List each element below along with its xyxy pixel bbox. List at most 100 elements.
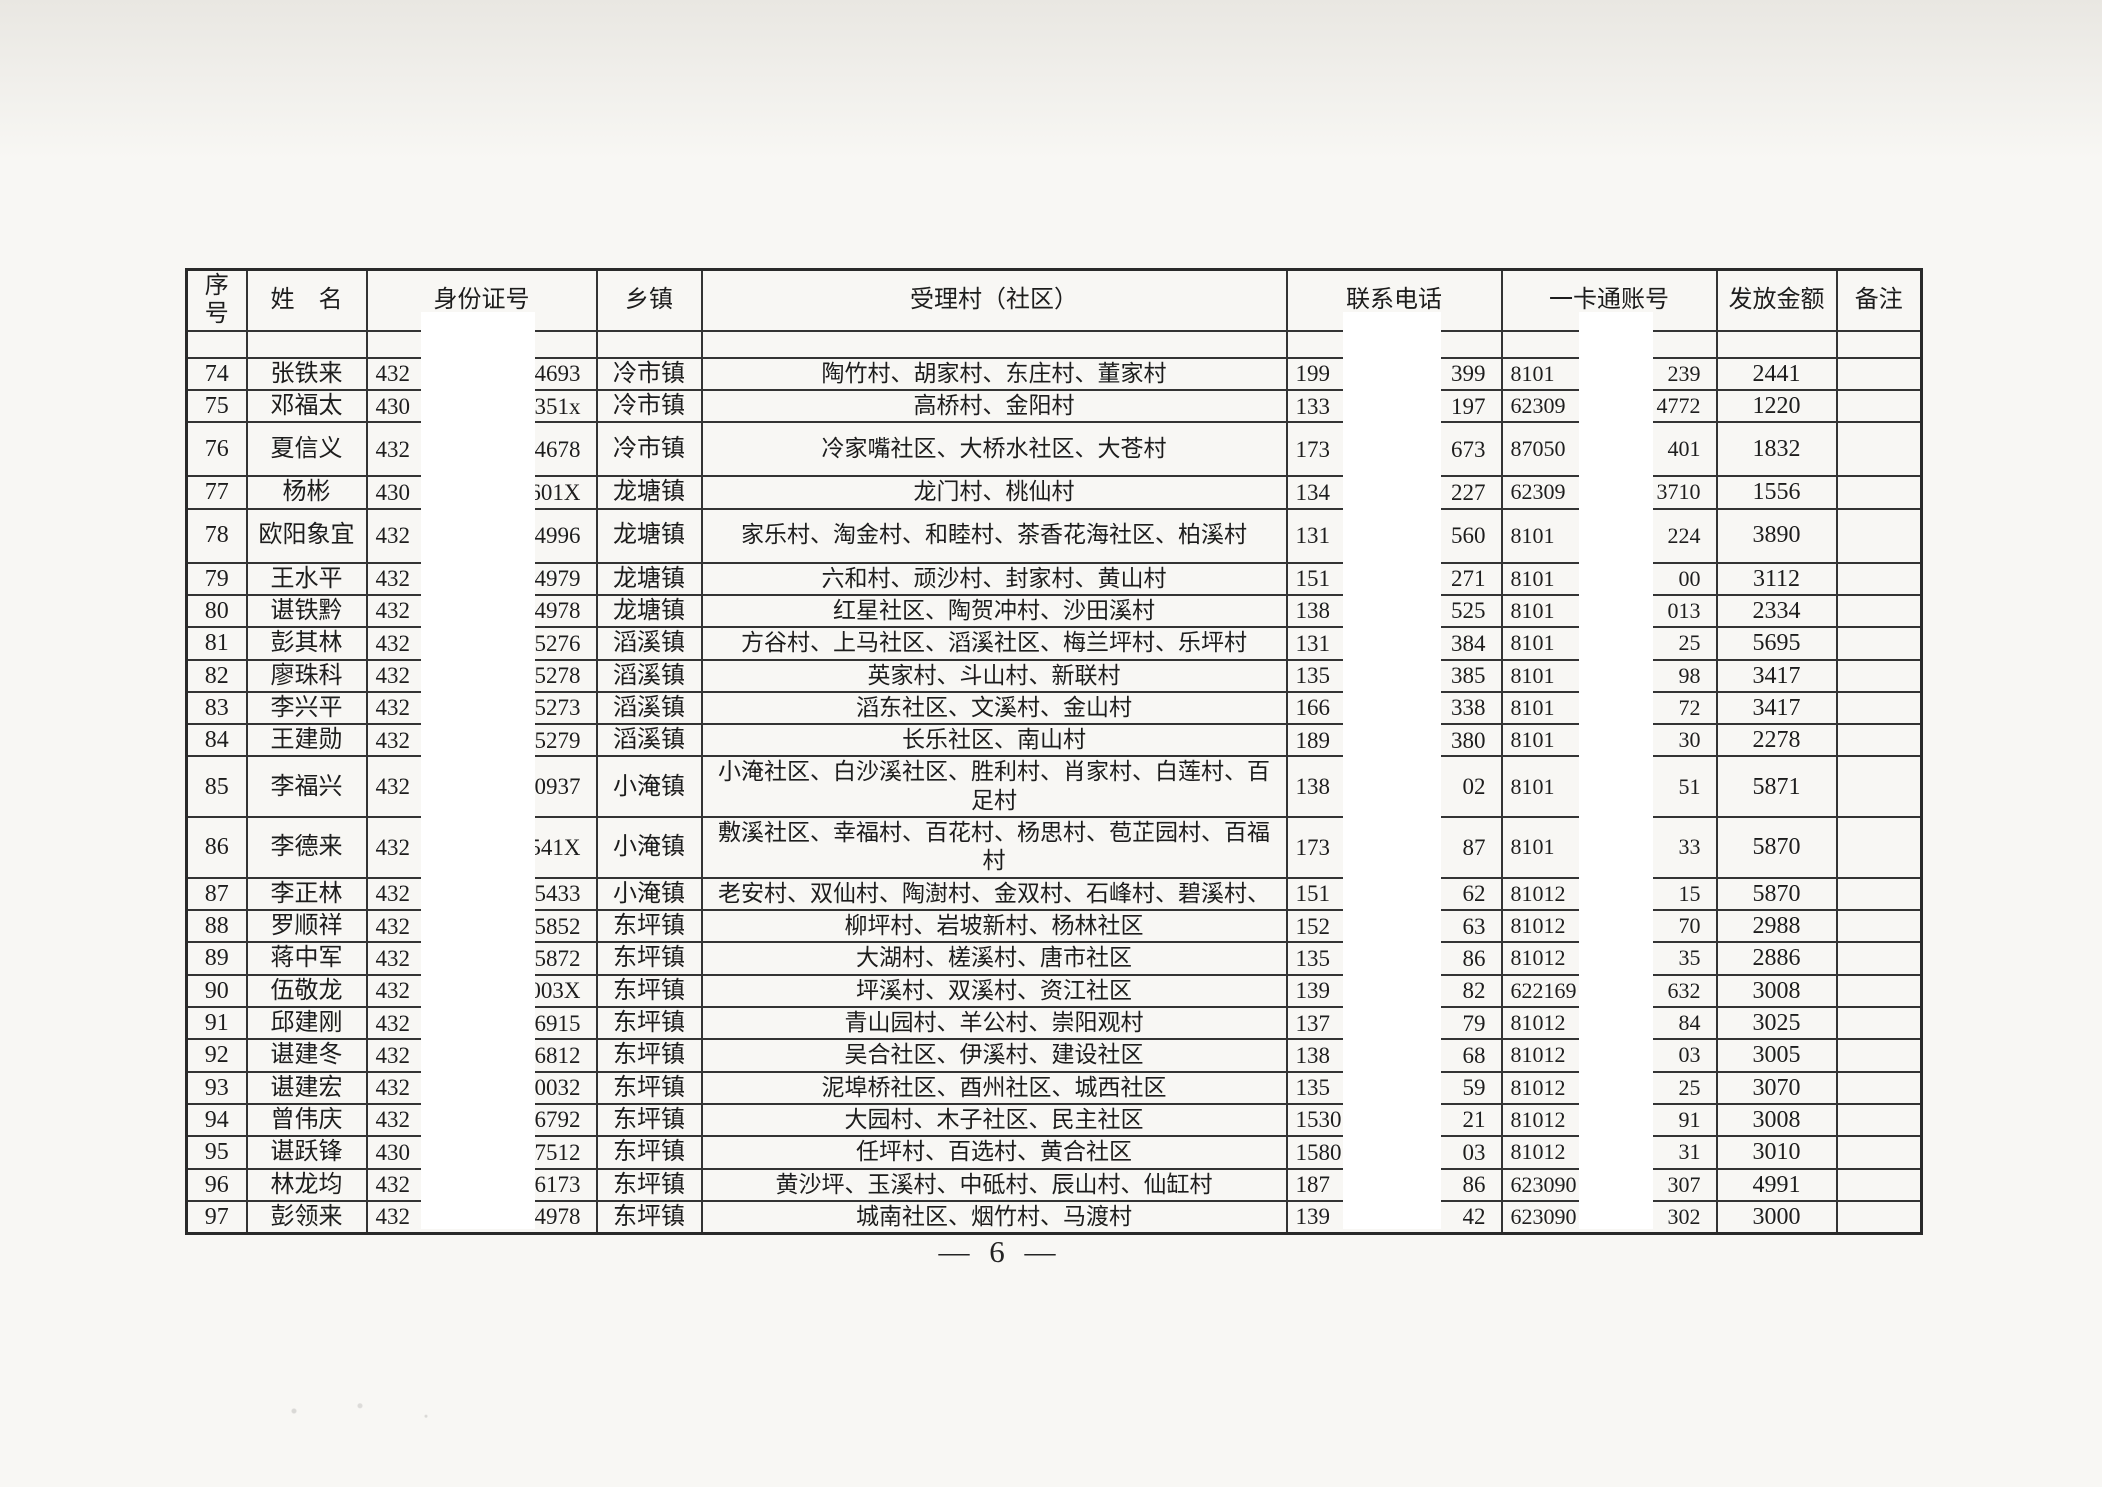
note-cell (1835, 1070, 1923, 1105)
card-account-cell-right-fragment: 31 (1678, 1139, 1701, 1165)
township-name: 东坪镇 (613, 1203, 685, 1230)
phone-cell-left-fragment: 138 (1295, 598, 1331, 624)
id-number-cell-right-fragment: 5279 (534, 727, 581, 753)
township-name: 东坪镇 (613, 977, 685, 1004)
serial-number: 97 (204, 1203, 229, 1230)
serial-cell: 91 (185, 1005, 248, 1041)
township-cell: 东坪镇 (595, 1135, 703, 1170)
card-account-cell-right-fragment: 72 (1678, 694, 1701, 720)
id-number-cell-fragments: 432 6915 (373, 1010, 591, 1037)
id-number-cell-right-fragment: 4978 (534, 598, 581, 624)
card-account-cell-fragments: 8101 25 (1508, 630, 1711, 656)
note-cell (1835, 816, 1923, 879)
phone-cell-fragments: 166 338 (1293, 694, 1496, 721)
name-cell: 廖珠科 (245, 658, 368, 693)
township-name: 东坪镇 (613, 1009, 685, 1036)
township-name: 冷市镇 (613, 360, 685, 387)
villages-list: 红星社区、陶贺冲村、沙田溪村 (833, 597, 1155, 623)
phone-cell-fragments: 135 86 (1293, 945, 1496, 972)
table-body: 74 张铁来 432 4693 冷市镇 陶竹村、胡家村、东庄村、董家村 199 399 8101… (185, 356, 1923, 1235)
name-cell: 林龙均 (245, 1167, 368, 1202)
serial-cell: 87 (185, 876, 248, 912)
township-cell: 龙塘镇 (595, 593, 703, 629)
amount-value: 3070 (1752, 1074, 1801, 1101)
township-name: 龙塘镇 (613, 522, 685, 549)
villages-cell: 方谷村、上马社区、滔溪社区、梅兰坪村、乐坪村 (700, 626, 1288, 661)
card-account-cell-right-fragment: 35 (1678, 945, 1701, 971)
header-note: 备注 (1835, 268, 1923, 332)
name-cell: 李德来 (245, 816, 368, 879)
phone-cell-fragments: 187 86 (1293, 1171, 1496, 1198)
note-cell (1835, 561, 1923, 596)
person-name: 张铁来 (270, 360, 343, 387)
phone-cell-fragments: 1580 03 (1293, 1139, 1496, 1166)
amount-cell: 3008 (1715, 1102, 1838, 1138)
card-account-cell-left-fragment: 8101 (1510, 598, 1555, 624)
phone-cell-left-fragment: 173 (1295, 834, 1331, 860)
id-number-cell-left-fragment: 430 (375, 1139, 411, 1165)
amount-cell: 2988 (1715, 908, 1838, 944)
amount-cell: 1556 (1715, 475, 1838, 510)
township-cell: 龙塘镇 (595, 475, 703, 510)
person-name: 王水平 (270, 565, 343, 592)
phone-cell-fragments: 151 62 (1293, 880, 1496, 907)
amount-cell: 3025 (1715, 1005, 1838, 1041)
id-number-cell-right-fragment: 003X (529, 978, 581, 1004)
amount-cell: 3112 (1715, 561, 1838, 596)
id-number-cell-left-fragment: 432 (375, 774, 411, 800)
note-cell (1835, 475, 1923, 510)
id-number-cell-fragments: 432 5852 (373, 913, 591, 940)
phone-cell-right-fragment: 42 (1462, 1204, 1486, 1230)
phone-cell-left-fragment: 131 (1295, 523, 1331, 548)
villages-list: 老安村、双仙村、陶澍村、金双村、石峰村、碧溪村、 (718, 880, 1270, 906)
phone-cell-fragments: 199 399 (1293, 360, 1496, 387)
name-cell: 王水平 (245, 561, 368, 596)
villages-list: 坪溪村、双溪村、资江社区 (856, 977, 1132, 1003)
id-number-cell-fragments: 430 7512 (373, 1139, 591, 1166)
note-cell (1835, 723, 1923, 758)
id-number-cell-right-fragment: 4978 (534, 1204, 581, 1230)
card-account-cell-fragments: 8101 00 (1508, 566, 1711, 592)
township-cell: 东坪镇 (595, 1199, 703, 1235)
phone-cell-left-fragment: 134 (1295, 479, 1331, 505)
phone-cell-right-fragment: 384 (1451, 630, 1486, 656)
note-cell (1835, 421, 1923, 478)
phone-cell-right-fragment: 271 (1451, 566, 1486, 592)
serial-cell: 75 (185, 388, 248, 424)
serial-cell: 82 (185, 658, 248, 693)
township-name: 小淹镇 (613, 834, 685, 861)
card-account-cell-fragments: 81012 70 (1508, 913, 1711, 939)
redaction-band-card (1579, 312, 1653, 1230)
phone-cell-fragments: 173 673 (1293, 436, 1496, 463)
serial-number: 77 (204, 479, 229, 506)
township-cell: 小淹镇 (595, 876, 703, 912)
phone-cell-right-fragment: 87 (1462, 834, 1486, 860)
person-name: 夏信义 (270, 436, 343, 463)
phone-cell-fragments: 131 384 (1293, 630, 1496, 657)
phone-cell-right-fragment: 79 (1462, 1010, 1486, 1036)
phone-cell-left-fragment: 139 (1295, 978, 1331, 1004)
note-cell (1835, 973, 1923, 1008)
note-cell (1835, 1199, 1923, 1235)
id-number-cell-right-fragment: 5872 (534, 945, 581, 971)
person-name: 曾伟庆 (270, 1106, 343, 1133)
phone-cell-right-fragment: 62 (1462, 881, 1486, 907)
card-account-cell-fragments: 8101 30 (1508, 727, 1711, 753)
person-name: 欧阳象宜 (258, 522, 355, 549)
card-account-cell-left-fragment: 8101 (1510, 662, 1555, 688)
id-number-cell-fragments: 432 4978 (373, 597, 591, 624)
id-number-cell-fragments: 430 601X (373, 479, 591, 506)
phone-cell-fragments: 189 380 (1293, 727, 1496, 754)
township-cell: 小淹镇 (595, 755, 703, 819)
township-name: 龙塘镇 (613, 597, 685, 624)
township-cell: 龙塘镇 (595, 507, 703, 564)
phone-cell-left-fragment: 173 (1295, 436, 1331, 462)
name-cell: 谌铁黔 (245, 593, 368, 629)
id-number-cell-fragments: 432 0032 (373, 1074, 591, 1101)
serial-cell: 77 (185, 475, 248, 510)
amount-value: 5695 (1752, 630, 1801, 657)
phone-cell-fragments: 138 02 (1293, 773, 1496, 800)
card-account-cell-right-fragment: 51 (1678, 773, 1701, 799)
person-name: 杨彬 (282, 479, 331, 506)
